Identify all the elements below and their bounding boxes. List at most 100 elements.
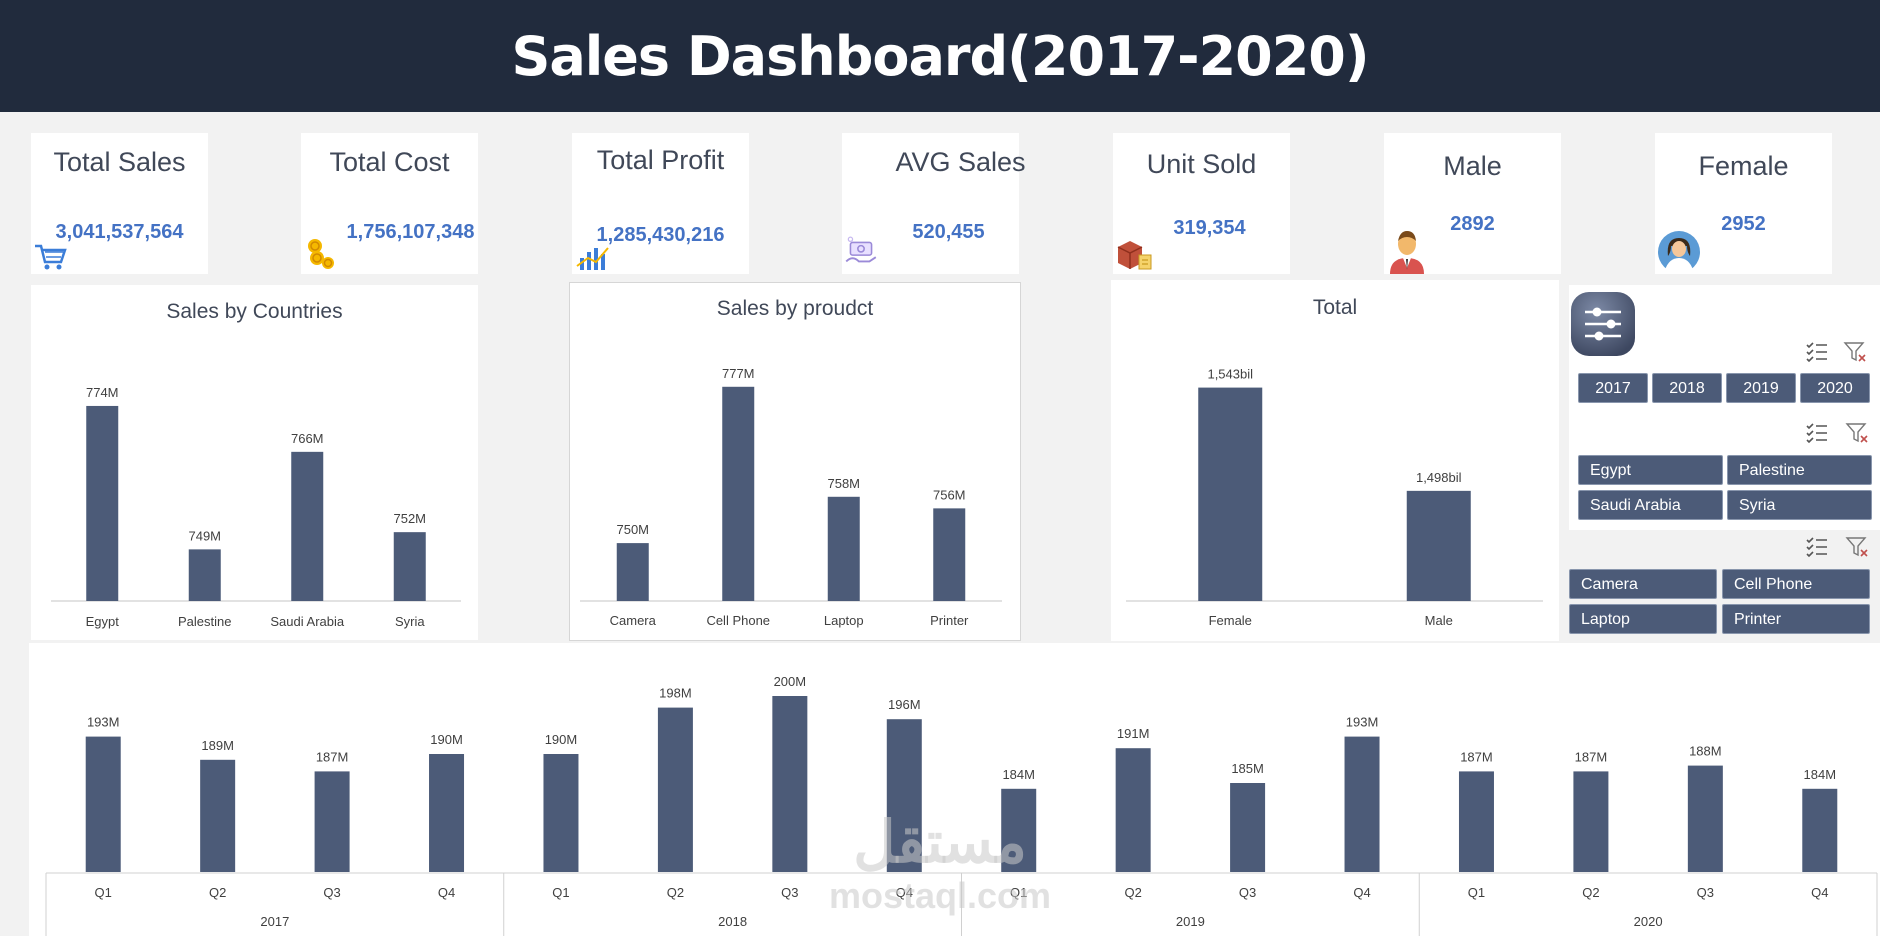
category-label: Q2 — [209, 885, 226, 900]
chart-bar[interactable] — [393, 532, 426, 601]
settings-sliders-icon[interactable] — [1569, 290, 1637, 358]
data-label: 766M — [291, 431, 324, 446]
multi-select-icon[interactable] — [1805, 340, 1829, 364]
chart-bar[interactable] — [1198, 387, 1263, 601]
money-hand-icon — [845, 236, 877, 263]
chart-bar[interactable] — [1406, 490, 1471, 601]
chart-svg: 193M Q1 189M Q2 187M Q3 190M Q4 190M Q1 198M Q2 200M… — [45, 674, 1878, 936]
chart-bar[interactable] — [314, 771, 350, 872]
data-label: 1,543bil — [1207, 367, 1253, 382]
kpi-label: Male — [1443, 151, 1502, 181]
kpi-card-total-cost: Total Cost 1,756,107,348 — [301, 133, 478, 274]
chart-bar[interactable] — [291, 451, 324, 601]
category-label: Q4 — [438, 885, 455, 900]
chart-bar[interactable] — [722, 386, 755, 601]
kpi-label: AVG Sales — [895, 147, 1026, 177]
chart-bar[interactable] — [85, 736, 121, 872]
data-label: 184M — [1002, 767, 1035, 782]
chart-svg: 1,543bil Female 1,498bil Male — [1126, 367, 1543, 628]
data-label: 196M — [888, 697, 921, 712]
slicer-country-saudi-arabia[interactable]: Saudi Arabia — [1578, 490, 1723, 520]
chart-bar[interactable] — [200, 759, 236, 872]
chart-bar[interactable] — [886, 719, 922, 872]
data-label: 758M — [827, 476, 860, 491]
data-label: 187M — [316, 749, 349, 764]
male-avatar-icon — [1390, 231, 1424, 274]
chart-bar[interactable] — [86, 405, 119, 601]
kpi-value: 3,041,537,564 — [55, 221, 184, 243]
chart-bar[interactable] — [1687, 765, 1723, 872]
slicer-product-camera[interactable]: Camera — [1569, 569, 1717, 599]
chart-svg: 774M Egypt 749M Palestine 766M Saudi Arabia 75… — [51, 385, 461, 629]
slicer-product-laptop[interactable]: Laptop — [1569, 604, 1717, 634]
chart-bar[interactable] — [1115, 748, 1151, 872]
chart-bar[interactable] — [543, 754, 579, 872]
clear-filter-icon[interactable] — [1845, 421, 1869, 445]
data-label: 184M — [1804, 767, 1837, 782]
multi-select-icon[interactable] — [1805, 535, 1829, 559]
chart-bar[interactable] — [616, 543, 649, 601]
category-label: Cell Phone — [706, 613, 770, 628]
data-label: 750M — [616, 522, 649, 537]
data-label: 188M — [1689, 744, 1722, 759]
category-label: Q3 — [1697, 885, 1714, 900]
clear-filter-icon[interactable] — [1843, 340, 1867, 364]
chart-bar[interactable] — [772, 696, 808, 872]
multi-select-icon[interactable] — [1805, 421, 1829, 445]
chart-bar[interactable] — [1230, 783, 1266, 872]
category-label: Saudi Arabia — [270, 614, 344, 629]
slicer-product-cell-phone[interactable]: Cell Phone — [1722, 569, 1870, 599]
category-label: Q4 — [1353, 885, 1370, 900]
data-label: 193M — [87, 715, 120, 730]
category-label: Egypt — [86, 614, 120, 629]
slicer-product-printer[interactable]: Printer — [1722, 604, 1870, 634]
shopping-cart-icon — [35, 244, 67, 270]
clear-filter-icon[interactable] — [1845, 535, 1869, 559]
chart-bar[interactable] — [1802, 788, 1838, 872]
chart-bar[interactable] — [1458, 771, 1494, 872]
kpi-label: Total Profit — [596, 145, 725, 175]
data-label: 749M — [188, 528, 221, 543]
category-label: Q1 — [1468, 885, 1485, 900]
chart-bar[interactable] — [933, 508, 966, 601]
slicer-country-palestine[interactable]: Palestine — [1727, 455, 1872, 485]
slicer-country-syria[interactable]: Syria — [1727, 490, 1872, 520]
group-label: 2018 — [718, 914, 747, 929]
kpi-value: 1,756,107,348 — [346, 221, 475, 243]
slicer-year-2018[interactable]: 2018 — [1652, 373, 1722, 403]
kpi-card-total-sales: Total Sales 3,041,537,564 — [31, 133, 208, 274]
slicer-year-2019[interactable]: 2019 — [1726, 373, 1796, 403]
chart-bar[interactable] — [1573, 771, 1609, 872]
category-label: Q3 — [323, 885, 340, 900]
slicer-year-2020[interactable]: 2020 — [1800, 373, 1870, 403]
kpi-card-female: Female 2952 — [1655, 133, 1832, 274]
chart-title: Sales by Countries — [166, 300, 343, 323]
chart-bar[interactable] — [657, 707, 693, 872]
kpi-card-avg-sales: AVG Sales 520,455 — [842, 133, 1026, 274]
slicer-country-egypt[interactable]: Egypt — [1578, 455, 1723, 485]
group-label: 2019 — [1176, 914, 1205, 929]
chart-bar[interactable] — [188, 549, 221, 601]
chart-bar[interactable] — [1001, 788, 1037, 872]
chart-bar[interactable] — [1344, 736, 1380, 872]
data-label: 1,498bil — [1416, 470, 1462, 485]
category-label: Palestine — [178, 614, 231, 629]
kpi-value: 2892 — [1450, 213, 1495, 235]
kpi-card-unit-sold: Unit Sold 319,354 — [1113, 133, 1290, 274]
slicer-year-2017[interactable]: 2017 — [1578, 373, 1648, 403]
chart-total-by-gender: Total 1,543bil Female 1,498bil Male — [1111, 280, 1559, 641]
chart-bar[interactable] — [429, 754, 465, 872]
female-avatar-icon — [1658, 231, 1700, 274]
kpi-label: Total Cost — [329, 147, 450, 177]
kpi-label: Unit Sold — [1146, 149, 1257, 179]
chart-bar[interactable] — [827, 496, 860, 601]
chart-title: Total — [1312, 296, 1358, 319]
chart-sales-by-countries: Sales by Countries 774M Egypt 749M Palestin… — [31, 285, 478, 640]
data-label: 189M — [201, 738, 234, 753]
chart-quarterly-sales: 193M Q1 189M Q2 187M Q3 190M Q4 190M Q1 198M Q2 200M… — [29, 643, 1880, 936]
category-label: Q3 — [1239, 885, 1256, 900]
category-label: Q4 — [1811, 885, 1828, 900]
kpi-card-male: Male 2892 — [1384, 133, 1561, 274]
group-label: 2017 — [260, 914, 289, 929]
data-label: 777M — [722, 366, 755, 381]
